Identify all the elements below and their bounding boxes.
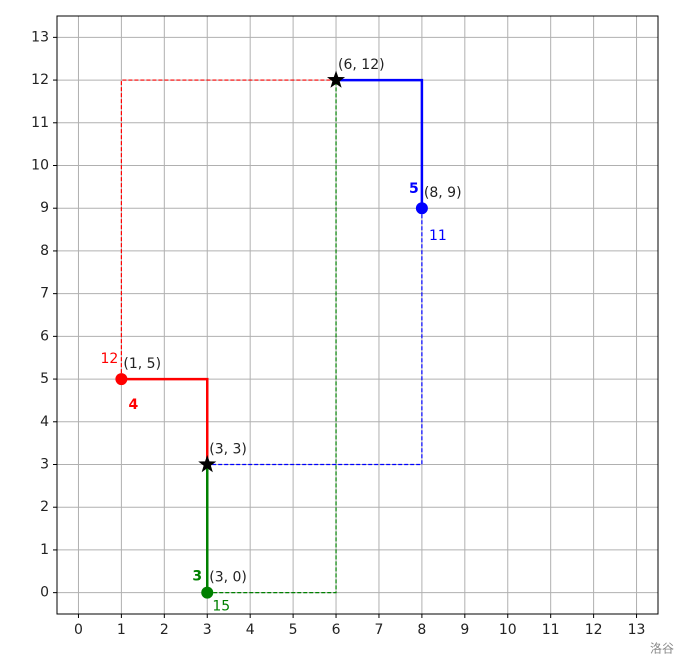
point-label: (3, 0)	[209, 570, 247, 586]
dashed-path	[207, 80, 337, 594]
y-tick-label: 1	[40, 542, 49, 558]
watermark: 洛谷	[650, 641, 674, 656]
dashed-path	[207, 208, 423, 466]
solid-length-label: 4	[129, 397, 139, 413]
solid-path	[336, 78, 424, 209]
x-tick-label: 6	[332, 622, 341, 638]
x-tick-label: 10	[499, 622, 517, 638]
x-tick-label: 0	[74, 622, 83, 638]
solid-length-label: 5	[409, 181, 419, 197]
x-tick-label: 13	[628, 622, 646, 638]
y-tick-label: 6	[40, 328, 49, 344]
x-tick-label: 1	[117, 622, 126, 638]
y-tick-label: 5	[40, 371, 49, 387]
star-point	[327, 70, 346, 88]
x-tick-label: 5	[289, 622, 298, 638]
x-tick-label: 12	[585, 622, 603, 638]
x-tick-label: 4	[246, 622, 255, 638]
x-tick-label: 3	[203, 622, 212, 638]
point-label: (1, 5)	[123, 356, 161, 372]
solid-path	[121, 377, 209, 465]
y-tick-label: 11	[31, 115, 49, 131]
y-tick-label: 13	[31, 29, 49, 45]
y-tick-label: 8	[40, 243, 49, 259]
point-label: (3, 3)	[209, 442, 247, 458]
point	[115, 373, 128, 386]
dashed-length-label: 15	[212, 599, 230, 615]
y-tick-label: 12	[31, 72, 49, 88]
point-label: (8, 9)	[424, 185, 462, 201]
y-tick-label: 3	[40, 457, 49, 473]
x-tick-label: 11	[542, 622, 560, 638]
x-tick-label: 9	[460, 622, 469, 638]
x-tick-label: 7	[375, 622, 384, 638]
plot-frame	[56, 15, 659, 615]
y-tick-label: 7	[40, 286, 49, 302]
y-tick-label: 0	[40, 585, 49, 601]
point	[415, 202, 428, 215]
y-tick-label: 2	[40, 499, 49, 515]
point-label: (6, 12)	[338, 57, 385, 73]
x-tick-label: 2	[160, 622, 169, 638]
dashed-length-label: 11	[429, 228, 447, 244]
dashed-length-label: 12	[100, 351, 118, 367]
point	[201, 586, 214, 599]
star-point	[198, 455, 217, 473]
y-tick-label: 4	[40, 414, 49, 430]
dashed-path	[120, 79, 337, 380]
y-tick-label: 10	[31, 158, 49, 174]
solid-length-label: 3	[192, 569, 202, 585]
y-tick-label: 9	[40, 200, 49, 216]
x-tick-label: 8	[417, 622, 426, 638]
